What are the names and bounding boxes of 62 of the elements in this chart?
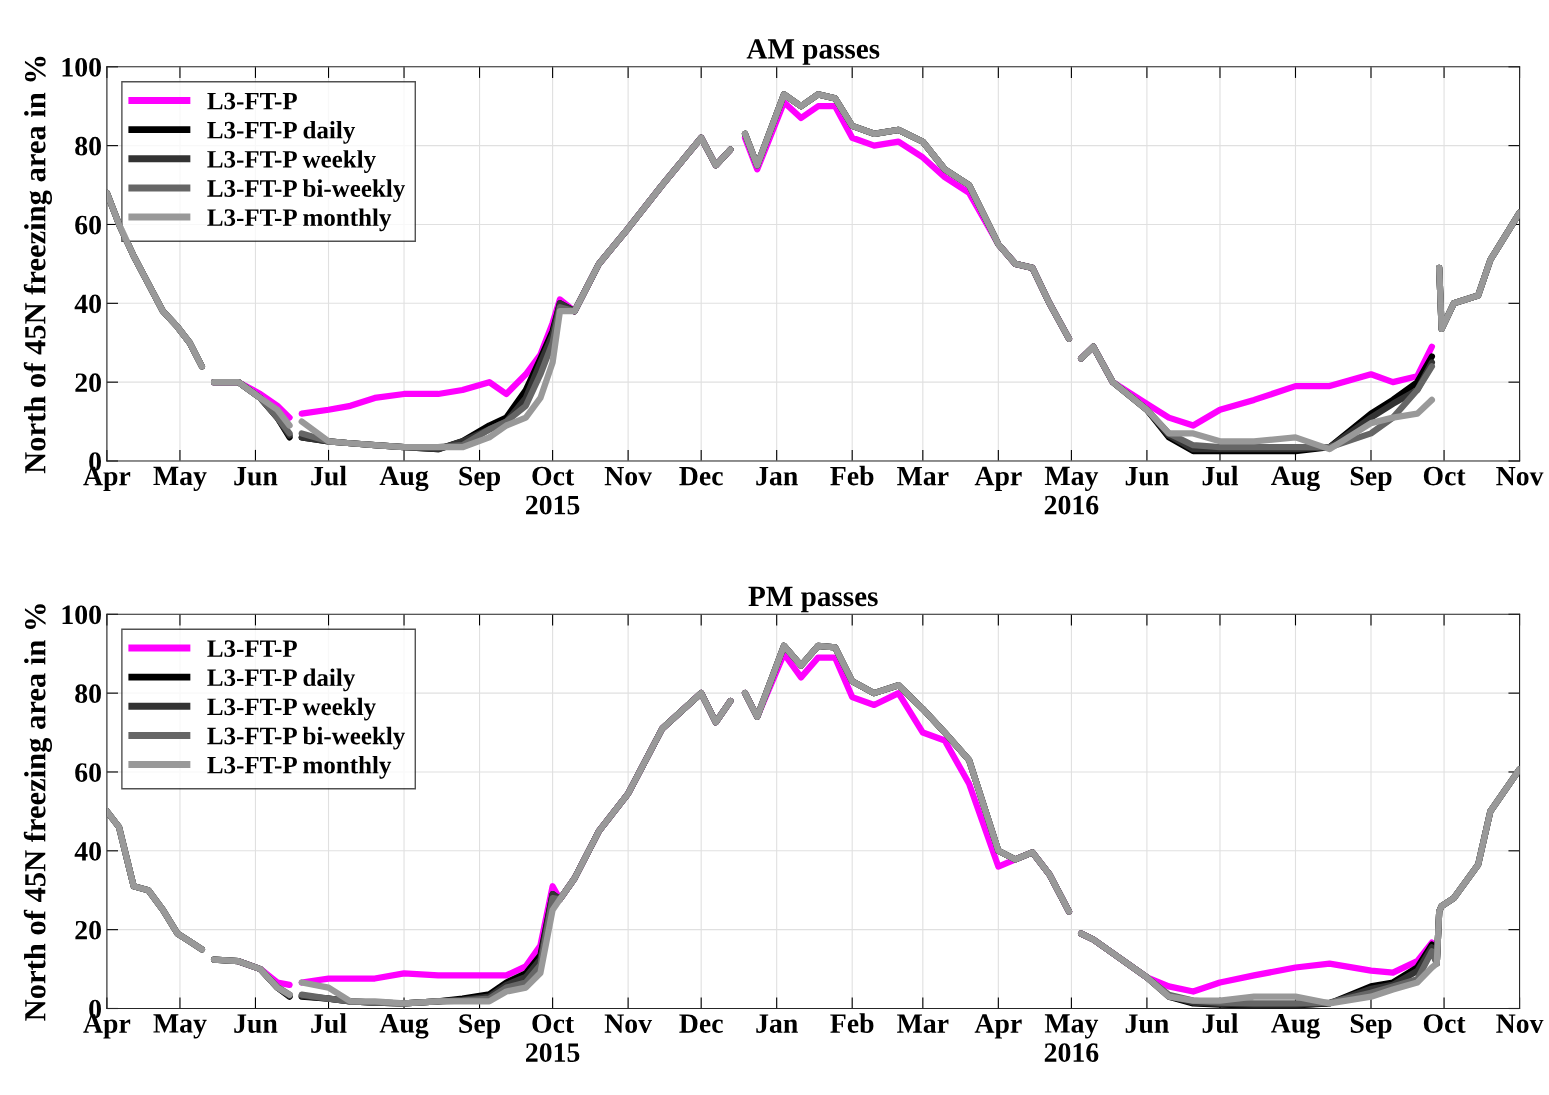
x-tick-label: Nov [1496, 466, 1544, 486]
x-tick-label: Jun [1125, 1014, 1169, 1033]
y-tick-label: 20 [75, 920, 101, 940]
x-tick-label: Dec [679, 1014, 723, 1033]
x-tick-label: Sep [1350, 1014, 1392, 1039]
x-tick-label: Jan [756, 1014, 798, 1033]
legend-label: L3-FT-P weekly [207, 150, 376, 173]
x-tick-label: Jan [756, 466, 798, 486]
x-tick-label: May [153, 466, 207, 492]
legend-label: L3-FT-P weekly [207, 697, 376, 721]
x-tick-label: Apr [974, 1014, 1022, 1039]
x-tick-label: Jun [234, 1014, 278, 1033]
y-tick-label: 40 [74, 294, 101, 314]
x-tick-label: Sep [1350, 466, 1392, 492]
y-tick-label: 100 [62, 57, 101, 77]
y-tick-label: 80 [75, 136, 101, 156]
x-tick-label: Jul [311, 1013, 347, 1033]
x-tick-label: Sep [459, 1014, 501, 1039]
legend-label: L3-FT-P monthly [207, 755, 392, 779]
y-axis-title: North of 45N freezing area in % [23, 604, 53, 1021]
chart-title: AM passes [746, 39, 880, 65]
x-tick-label: Nov [604, 466, 653, 486]
y-tick-label: 60 [75, 763, 101, 782]
legend-label: L3-FT-P bi-weekly [207, 726, 406, 750]
y-tick-label: 100 [62, 605, 101, 625]
x-tick-label: May 2016 [1044, 1014, 1099, 1062]
legend-label: L3-FT-P bi-weekly [207, 179, 406, 203]
x-tick-label: Oct 2015 [526, 1014, 580, 1062]
legend-label: L3-FT-P [207, 92, 297, 110]
y-tick-label: 60 [75, 215, 101, 235]
x-tick-label: Aug [379, 466, 429, 492]
x-tick-label: Oct [1423, 466, 1466, 486]
x-tick-label: Jul [1202, 465, 1239, 486]
x-tick-label: Nov [604, 1014, 653, 1033]
x-tick-label: May 2016 [1044, 466, 1099, 515]
x-tick-label: Feb [830, 465, 874, 486]
legend-label: L3-FT-P daily [207, 668, 356, 692]
x-tick-label: Feb [830, 1013, 874, 1033]
x-tick-label: Apr [974, 466, 1022, 492]
x-tick-label: Aug [1271, 1014, 1320, 1039]
y-tick-label: 80 [75, 684, 101, 704]
x-tick-label: Sep [459, 466, 501, 492]
y-tick-label: 20 [75, 373, 101, 393]
x-tick-label: Jun [1125, 466, 1169, 486]
x-tick-label: Oct [1423, 1014, 1466, 1033]
x-tick-label: Dec [679, 466, 723, 486]
x-tick-label: Mar [897, 1014, 949, 1033]
x-tick-label: Jun [234, 466, 278, 486]
x-tick-label: Aug [1271, 466, 1320, 492]
x-tick-label: Nov [1496, 1014, 1544, 1033]
y-axis-title: North of 45N freezing area in % [23, 56, 53, 474]
legend-label: L3-FT-P monthly [207, 208, 392, 232]
legend-label: L3-FT-P [207, 640, 297, 658]
legend-label: L3-FT-P daily [207, 121, 356, 144]
x-tick-label: Aug [379, 1014, 429, 1039]
x-tick-label: Mar [897, 466, 949, 486]
x-tick-label: Jul [311, 465, 347, 486]
x-tick-label: Oct 2015 [526, 466, 580, 515]
x-tick-label: Jul [1202, 1013, 1239, 1033]
x-tick-label: May [153, 1014, 207, 1039]
y-tick-label: 40 [74, 841, 101, 861]
chart-title: PM passes [748, 586, 878, 613]
